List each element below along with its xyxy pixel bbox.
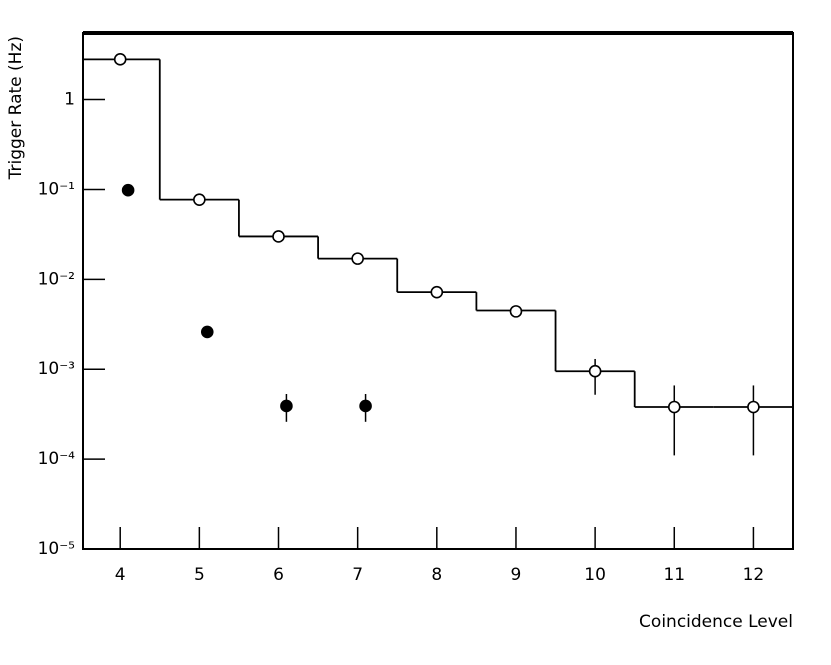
open-point xyxy=(272,230,285,243)
y-tick-label: 1 xyxy=(64,90,75,110)
x-tick-label: 9 xyxy=(511,565,522,585)
x-tick-label: 12 xyxy=(743,565,765,585)
filled-point xyxy=(200,325,214,339)
open-point xyxy=(509,305,523,318)
y-tick-label: 10⁻⁴ xyxy=(38,449,76,469)
x-tick-label: 8 xyxy=(431,565,442,585)
x-tick-label: 11 xyxy=(663,565,685,585)
filled-point xyxy=(280,399,293,413)
filled-point xyxy=(359,399,372,413)
open-point xyxy=(430,285,444,299)
filled-point xyxy=(121,183,135,197)
y-tick-label: 10⁻² xyxy=(38,269,75,289)
x-tick-label: 10 xyxy=(584,565,606,585)
open-point xyxy=(193,193,206,206)
x-tick-label: 4 xyxy=(115,565,126,585)
x-tick-label: 5 xyxy=(194,565,205,585)
y-axis-label: Trigger Rate (Hz) xyxy=(6,36,26,180)
x-axis-label: Coincidence Level xyxy=(639,612,793,632)
x-tick-label: 6 xyxy=(273,565,284,585)
open-point xyxy=(113,53,127,66)
y-tick-label: 10⁻³ xyxy=(38,359,75,379)
open-point xyxy=(667,400,681,414)
open-point xyxy=(351,252,364,265)
y-tick-label: 10⁻¹ xyxy=(38,179,75,199)
open-point xyxy=(747,400,760,414)
y-tick-label: 10⁻⁵ xyxy=(38,539,75,559)
x-tick-label: 7 xyxy=(352,565,363,585)
open-point xyxy=(588,364,602,378)
